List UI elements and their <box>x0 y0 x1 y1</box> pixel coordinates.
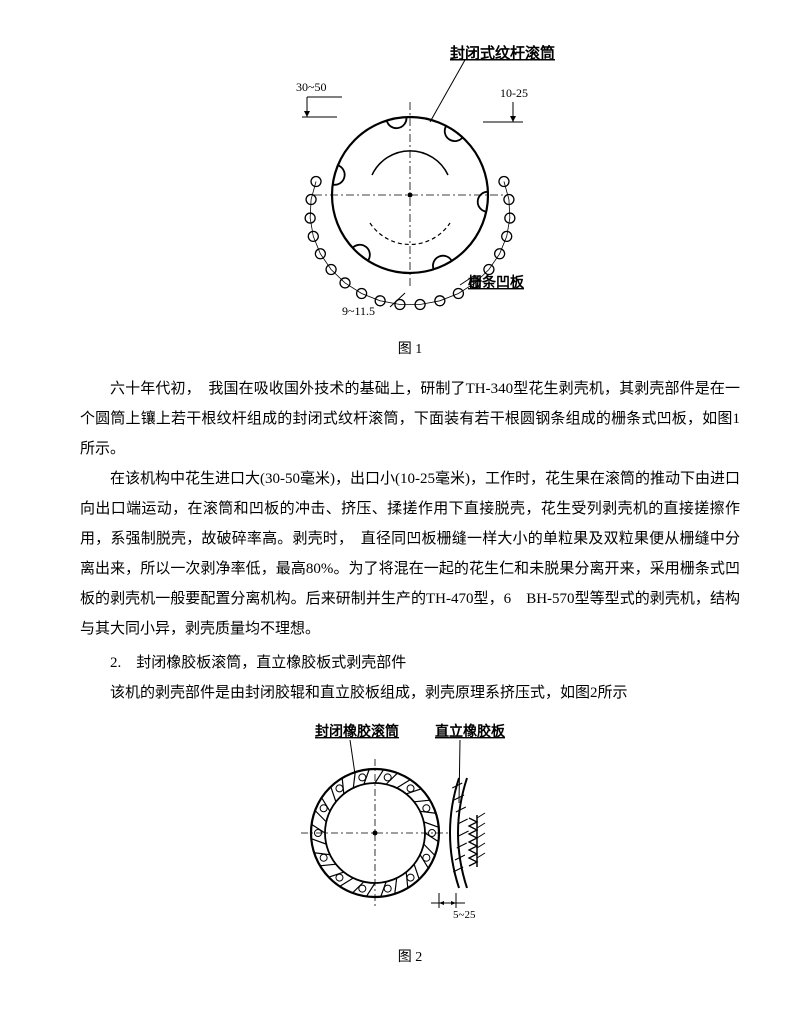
section-2-title: 2. 封闭橡胶板滚筒，直立橡胶板式剥壳部件 <box>80 648 740 678</box>
svg-text:30~50: 30~50 <box>296 80 327 94</box>
paragraph-2: 在该机构中花生进口大(30-50毫米)，出口小(10-25毫米)，工作时，花生果… <box>80 464 740 644</box>
svg-text:栅条凹板: 栅条凹板 <box>468 274 525 291</box>
paragraph-1: 六十年代初， 我国在吸收国外技术的基础上，研制了TH-340型花生剥壳机，其剥壳… <box>80 374 740 464</box>
figure-1-container: 封闭式纹杆滚筒 30~50 10-25 9~11.5 栅条凹板 图 1 <box>80 30 740 364</box>
figure-1-caption: 图 1 <box>80 336 740 364</box>
svg-text:5~25: 5~25 <box>453 909 476 921</box>
figure-1-diagram: 封闭式纹杆滚筒 30~50 10-25 9~11.5 栅条凹板 <box>240 30 580 320</box>
figure-2-diagram: 封闭橡胶滚筒 直立橡胶板 5~25 <box>260 718 560 928</box>
svg-text:10-25: 10-25 <box>500 86 528 100</box>
figure-2-container: 封闭橡胶滚筒 直立橡胶板 5~25 图 2 <box>80 718 740 972</box>
svg-text:封闭式纹杆滚筒: 封闭式纹杆滚筒 <box>450 44 555 62</box>
svg-text:9~11.5: 9~11.5 <box>342 304 375 318</box>
paragraph-3: 该机的剥壳部件是由封闭胶辊和直立胶板组成，剥壳原理系挤压式，如图2所示 <box>80 678 740 708</box>
figure-2-caption: 图 2 <box>80 944 740 972</box>
svg-text:直立橡胶板: 直立橡胶板 <box>435 723 506 740</box>
svg-text:封闭橡胶滚筒: 封闭橡胶滚筒 <box>315 723 399 740</box>
